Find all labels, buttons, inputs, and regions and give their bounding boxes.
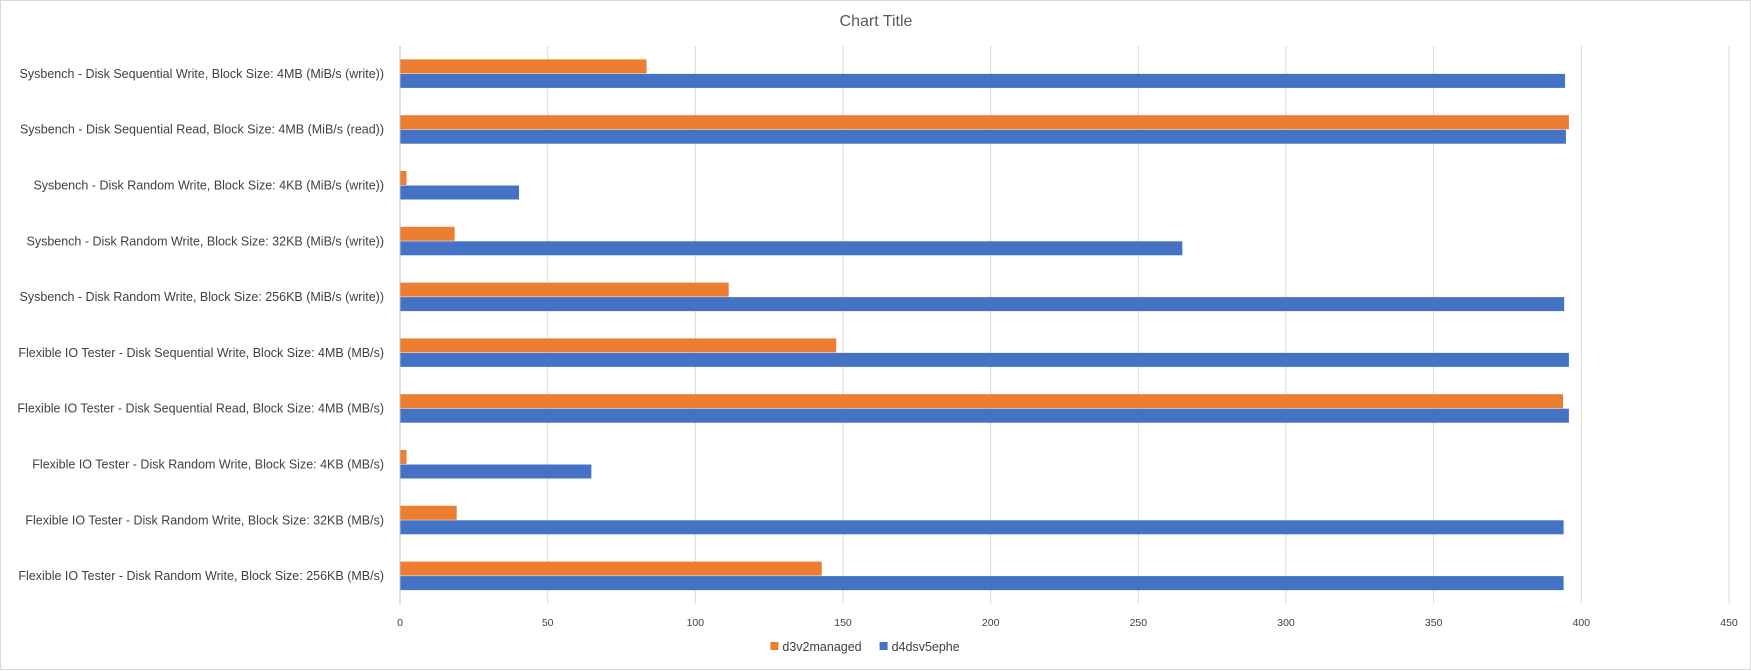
- bar-d3v2managed: [400, 115, 1569, 130]
- category-label: Sysbench - Disk Random Write, Block Size…: [33, 179, 384, 193]
- x-tick-label: 0: [397, 617, 403, 629]
- bar-d3v2managed: [400, 505, 457, 520]
- x-tick-label: 150: [834, 617, 852, 629]
- bar-d4dsv5ephe: [400, 408, 1569, 423]
- chart-title: Chart Title: [840, 13, 913, 30]
- legend-swatch-d4dsv5ephe: [879, 642, 888, 650]
- category-label: Sysbench - Disk Sequential Write, Block …: [20, 67, 384, 81]
- bar-d4dsv5ephe: [400, 352, 1569, 367]
- bar-d3v2managed: [400, 450, 407, 464]
- category-label: Sysbench - Disk Sequential Read, Block S…: [20, 123, 384, 137]
- category-label: Sysbench - Disk Random Write, Block Size…: [26, 234, 384, 248]
- bar-d3v2managed: [400, 338, 837, 353]
- bar-d3v2managed: [400, 59, 647, 74]
- bar-d4dsv5ephe: [400, 576, 1564, 591]
- bar-d4dsv5ephe: [400, 73, 1566, 88]
- category-label: Flexible IO Tester - Disk Random Write, …: [32, 458, 384, 472]
- bar-d3v2managed: [400, 394, 1564, 409]
- bar-d3v2managed: [400, 282, 729, 297]
- x-tick-label: 50: [542, 617, 554, 629]
- x-tick-label: 350: [1425, 617, 1443, 629]
- bars: [400, 59, 1569, 591]
- bar-d3v2managed: [400, 171, 407, 185]
- bar-d4dsv5ephe: [400, 464, 592, 479]
- category-label: Flexible IO Tester - Disk Random Write, …: [25, 513, 384, 527]
- legend: d3v2managed d4dsv5ephe: [770, 640, 960, 654]
- category-label: Sysbench - Disk Random Write, Block Size…: [20, 290, 384, 304]
- bar-d4dsv5ephe: [400, 297, 1565, 312]
- x-tick-label: 300: [1277, 617, 1295, 629]
- bar-d3v2managed: [400, 226, 455, 241]
- legend-label-d3v2managed: d3v2managed: [782, 640, 861, 654]
- category-label: Flexible IO Tester - Disk Sequential Wri…: [18, 346, 384, 360]
- bar-d4dsv5ephe: [400, 520, 1564, 535]
- bar-d4dsv5ephe: [400, 241, 1183, 256]
- legend-label-d4dsv5ephe: d4dsv5ephe: [892, 640, 960, 654]
- bar-d3v2managed: [400, 561, 822, 576]
- x-tick-label: 250: [1130, 617, 1148, 629]
- x-tick-label: 400: [1573, 617, 1591, 629]
- x-tick-label: 450: [1720, 617, 1738, 629]
- bar-d4dsv5ephe: [400, 185, 520, 200]
- x-tick-label: 200: [982, 617, 1000, 629]
- bar-d4dsv5ephe: [400, 129, 1566, 144]
- category-label: Flexible IO Tester - Disk Sequential Rea…: [17, 402, 384, 416]
- axes: 0 50 100 150 200 250 300 350 400 450 Sysbench - Di…: [17, 46, 1738, 629]
- legend-swatch-d3v2managed: [770, 642, 779, 650]
- category-label: Flexible IO Tester - Disk Random Write, …: [18, 569, 384, 583]
- x-tick-label: 100: [687, 617, 705, 629]
